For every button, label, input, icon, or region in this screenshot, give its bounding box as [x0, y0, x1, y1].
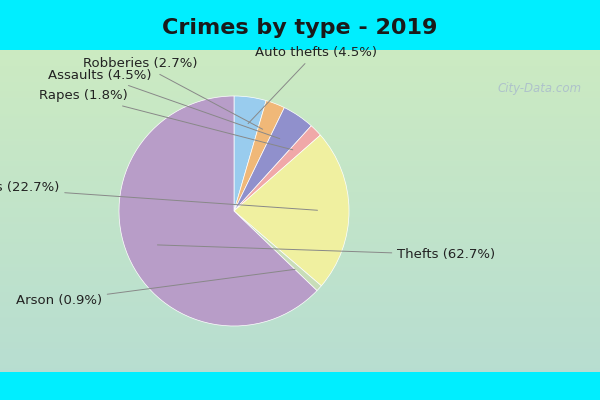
- Text: City-Data.com: City-Data.com: [498, 82, 582, 95]
- Wedge shape: [234, 126, 320, 211]
- Wedge shape: [234, 108, 311, 211]
- Wedge shape: [234, 100, 284, 211]
- Text: Robberies (2.7%): Robberies (2.7%): [83, 57, 263, 129]
- Text: Assaults (4.5%): Assaults (4.5%): [47, 69, 280, 139]
- Text: Arson (0.9%): Arson (0.9%): [16, 269, 295, 307]
- Text: Auto thefts (4.5%): Auto thefts (4.5%): [248, 46, 377, 124]
- Wedge shape: [234, 96, 266, 211]
- Wedge shape: [119, 96, 317, 326]
- Text: Rapes (1.8%): Rapes (1.8%): [40, 90, 293, 150]
- Text: Burglaries (22.7%): Burglaries (22.7%): [0, 182, 317, 210]
- Text: Crimes by type - 2019: Crimes by type - 2019: [163, 18, 437, 38]
- Wedge shape: [234, 135, 349, 286]
- Text: Thefts (62.7%): Thefts (62.7%): [157, 245, 496, 261]
- Wedge shape: [234, 211, 322, 291]
